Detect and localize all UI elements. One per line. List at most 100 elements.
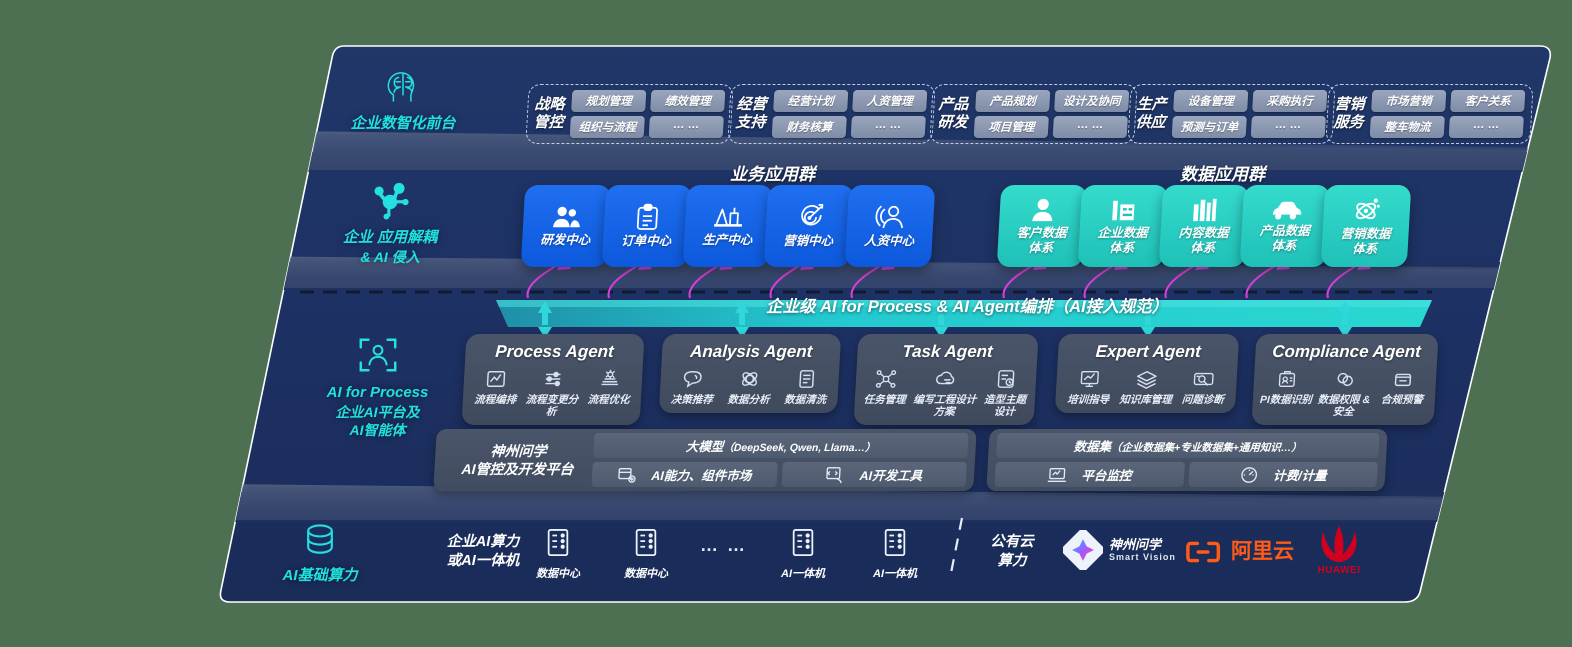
agent-item[interactable]: 培训指导 xyxy=(1059,367,1119,406)
agent-item-label: 合规预警 xyxy=(1380,394,1424,406)
agent-item[interactable]: 数据清洗 xyxy=(777,367,836,406)
agent-item[interactable]: 合规预警 xyxy=(1373,367,1433,406)
domain-chip[interactable]: 经营计划 xyxy=(773,90,849,112)
domain-group-marketing[interactable]: 营销 服务 市场营销 客户关系 整车物流 … … xyxy=(1325,84,1534,144)
data-card-customer[interactable]: 客户数据 体系 xyxy=(996,185,1088,267)
domain-group-title: 生产 供应 xyxy=(1135,95,1168,131)
row-label-infra: AI基础算力 xyxy=(245,520,395,586)
app-card-order-center[interactable]: 订单中心 xyxy=(601,185,693,267)
database-icon xyxy=(307,524,333,554)
logo-smart-vision[interactable]: 神州问学 Smart Vision xyxy=(1063,530,1176,570)
devtool-icon xyxy=(826,466,843,483)
domain-chip[interactable]: 绩效管理 xyxy=(650,90,726,112)
agent-card-expert[interactable]: Expert Agent 培训指导 知识库管理 问题诊断 xyxy=(1054,334,1240,414)
logo-sub: Smart Vision xyxy=(1109,552,1176,563)
domain-group-operations[interactable]: 经营 支持 经营计划 人资管理 财务核算 … … xyxy=(727,84,936,144)
domain-chip[interactable]: 项目管理 xyxy=(973,116,1049,138)
domain-group-rnd[interactable]: 产品 研发 产品规划 设计及协同 项目管理 … … xyxy=(929,84,1138,144)
data-card-marketing[interactable]: 营销数据 体系 xyxy=(1320,185,1412,267)
platform-strip-left[interactable]: 神州问学 AI管控及开发平台 大模型（DeepSeek, Qwen, Llama… xyxy=(433,429,977,491)
app-card-rnd-center[interactable]: 研发中心 xyxy=(520,185,612,267)
infra-node-ai1[interactable]: AI一体机 xyxy=(768,527,838,582)
huawei-logo xyxy=(1321,525,1357,563)
domain-chip[interactable]: 财务核算 xyxy=(771,116,847,138)
domain-chip[interactable]: 人资管理 xyxy=(852,90,928,112)
app-card-hr-center[interactable]: 人资中心 xyxy=(844,185,936,267)
app-card-label: 订单中心 xyxy=(620,234,672,248)
row-label-front-text: 企业数智化前台 xyxy=(350,115,456,132)
agent-item[interactable]: 造型主题设计 xyxy=(978,367,1032,418)
infra-node-dc2[interactable]: 数据中心 xyxy=(611,527,681,582)
infra-enterprise-label: 企业AI算力 或AI一体机 xyxy=(446,534,520,569)
agent-item[interactable]: 决策推荐 xyxy=(663,367,722,406)
domain-chip[interactable]: … … xyxy=(1250,116,1326,138)
platform-cell-devtools[interactable]: AI开发工具 xyxy=(780,462,967,487)
domain-chip[interactable]: 设计及协同 xyxy=(1054,90,1130,112)
logo-aliyun[interactable]: 阿里云 xyxy=(1185,540,1294,564)
domain-chip[interactable]: 客户关系 xyxy=(1450,90,1526,112)
clipboard-icon xyxy=(636,203,658,230)
agent-item[interactable]: 流程编排 xyxy=(467,367,526,406)
agent-card-process[interactable]: Process Agent 流程编排 流程变更分析 流程优化 xyxy=(461,334,645,426)
domain-group-supply[interactable]: 生产 供应 设备管理 采购执行 预测与订单 … … xyxy=(1127,84,1336,144)
domain-chip[interactable]: 市场营销 xyxy=(1371,90,1447,112)
domain-chip[interactable]: 组织与流程 xyxy=(569,116,645,138)
domain-chip[interactable]: … … xyxy=(648,116,724,138)
model-bar[interactable]: 大模型（DeepSeek, Qwen, Llama…） xyxy=(593,433,969,458)
domain-chip[interactable]: 设备管理 xyxy=(1173,90,1249,112)
domain-chip[interactable]: 采购执行 xyxy=(1252,90,1328,112)
agent-item[interactable]: PI数据识别 xyxy=(1257,367,1317,406)
row-label-aifp-line1: AI for Process xyxy=(326,384,429,401)
domain-chip[interactable]: 整车物流 xyxy=(1369,116,1445,138)
agent-card-task[interactable]: Task Agent 任务管理 编写工程设计方案 造型主题设计 xyxy=(853,334,1039,426)
domain-chip[interactable]: … … xyxy=(1448,116,1524,138)
alert-doc-icon xyxy=(1373,367,1432,391)
app-card-label: 营销中心 xyxy=(782,234,834,248)
infra-node-label: AI一体机 xyxy=(873,568,917,580)
agent-item[interactable]: 流程优化 xyxy=(580,367,639,406)
agent-item[interactable]: 知识库管理 xyxy=(1117,367,1177,406)
shield-circles-icon xyxy=(1315,367,1374,391)
domain-chip[interactable]: 产品规划 xyxy=(975,90,1051,112)
domain-chip[interactable]: 预测与订单 xyxy=(1171,116,1247,138)
cloud-pen-icon xyxy=(911,367,981,391)
data-card-enterprise[interactable]: 企业数据 体系 xyxy=(1077,185,1169,267)
agent-card-compliance[interactable]: Compliance Agent PI数据识别 数据权限 & 安全 合规预警 xyxy=(1251,334,1439,426)
platform-cell-monitor[interactable]: 平台监控 xyxy=(994,462,1185,487)
agent-card-analysis[interactable]: Analysis Agent 决策推荐 数据分析 数据清洗 xyxy=(658,334,842,414)
server-icon xyxy=(884,529,906,557)
app-card-marketing-center[interactable]: 营销中心 xyxy=(763,185,855,267)
logo-huawei[interactable]: HUAWEI xyxy=(1312,524,1366,576)
infra-public-cloud-label: 公有云 算力 xyxy=(990,534,1034,569)
bars-icon xyxy=(1193,198,1217,221)
domain-group-title: 产品 研发 xyxy=(937,95,970,131)
dataset-bar[interactable]: 数据集（企业数据集+专业数据集+通用知识…） xyxy=(996,433,1380,458)
agent-item[interactable]: 数据分析 xyxy=(720,367,779,406)
dataset-bar-main: 数据集 xyxy=(1073,440,1112,454)
platform-cell-billing[interactable]: 计费/计量 xyxy=(1187,462,1378,487)
domain-chip[interactable]: … … xyxy=(850,116,926,138)
network-icon xyxy=(859,367,912,391)
users-icon xyxy=(552,206,580,228)
platform-cell-market[interactable]: AI能力、组件市场 xyxy=(591,462,778,487)
server-icon xyxy=(547,529,569,557)
agent-item[interactable]: 数据权限 & 安全 xyxy=(1314,367,1375,418)
data-card-content[interactable]: 内容数据 体系 xyxy=(1158,185,1250,267)
domain-chip[interactable]: … … xyxy=(1052,116,1128,138)
agent-item[interactable]: 编写工程设计方案 xyxy=(909,367,981,418)
domain-group-strategy[interactable]: 战略 管控 规划管理 绩效管理 组织与流程 … … xyxy=(525,84,734,144)
atom-gear-icon xyxy=(721,367,779,391)
platform-cell-label: AI开发工具 xyxy=(859,469,923,483)
data-card-product[interactable]: 产品数据 体系 xyxy=(1239,185,1331,267)
agent-item[interactable]: 问题诊断 xyxy=(1174,367,1234,406)
infra-node-dc1[interactable]: 数据中心 xyxy=(523,527,593,582)
app-card-production-center[interactable]: 生产中心 xyxy=(682,185,774,267)
agent-item[interactable]: 流程变更分析 xyxy=(523,367,583,418)
domain-chip[interactable]: 规划管理 xyxy=(571,90,647,112)
model-bar-paren: （DeepSeek, Qwen, Llama…） xyxy=(722,442,876,454)
agent-title: Analysis Agent xyxy=(689,342,813,361)
infra-ellipsis: … … xyxy=(700,535,748,555)
platform-strip-right[interactable]: 数据集（企业数据集+专业数据集+通用知识…） 平台监控 计费/计量 xyxy=(986,429,1388,491)
infra-node-ai2[interactable]: AI一体机 xyxy=(860,527,930,582)
agent-item[interactable]: 任务管理 xyxy=(859,367,913,406)
